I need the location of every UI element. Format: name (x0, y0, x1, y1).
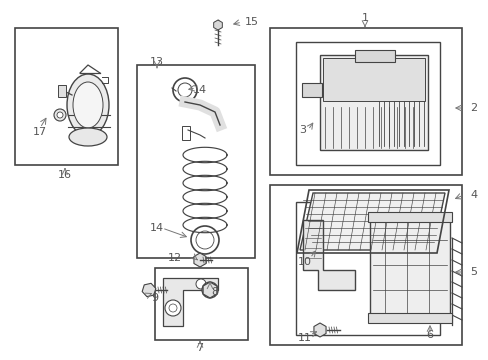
Bar (367, 212, 451, 222)
Text: 6: 6 (426, 330, 433, 340)
Text: 14: 14 (193, 85, 206, 95)
Ellipse shape (67, 74, 109, 136)
Text: 14: 14 (150, 223, 164, 233)
Circle shape (205, 286, 214, 294)
Text: 16: 16 (58, 170, 72, 180)
Bar (137, 65, 254, 258)
Ellipse shape (69, 128, 107, 146)
Bar (269, 28, 461, 175)
Circle shape (57, 112, 63, 118)
Text: 2: 2 (469, 103, 476, 113)
Bar (354, 50, 394, 62)
Ellipse shape (73, 82, 103, 128)
Text: 4: 4 (469, 190, 476, 200)
Text: 17: 17 (33, 127, 47, 137)
Text: 13: 13 (150, 57, 163, 67)
Bar (58, 85, 66, 97)
Text: 11: 11 (297, 333, 311, 343)
Bar (367, 313, 451, 323)
Bar (302, 83, 321, 97)
Bar (295, 42, 439, 165)
Circle shape (196, 279, 205, 289)
Text: 9: 9 (151, 293, 158, 303)
Circle shape (54, 109, 66, 121)
Circle shape (169, 304, 177, 312)
Bar (155, 268, 247, 340)
Text: 8: 8 (211, 287, 218, 297)
Text: 15: 15 (244, 17, 259, 27)
Text: 7: 7 (196, 343, 203, 353)
Text: 12: 12 (167, 253, 182, 263)
Bar (319, 55, 427, 150)
Circle shape (202, 282, 218, 298)
Bar (269, 185, 461, 345)
Text: 1: 1 (361, 13, 368, 23)
Bar (369, 215, 449, 320)
Bar (182, 126, 190, 140)
Circle shape (164, 300, 181, 316)
Text: 3: 3 (299, 125, 306, 135)
Polygon shape (163, 278, 218, 326)
Bar (323, 58, 424, 101)
Text: 5: 5 (469, 267, 476, 277)
Text: 10: 10 (297, 257, 311, 267)
Bar (15, 28, 118, 165)
Bar (295, 202, 439, 335)
Polygon shape (303, 220, 354, 290)
Polygon shape (299, 193, 444, 250)
